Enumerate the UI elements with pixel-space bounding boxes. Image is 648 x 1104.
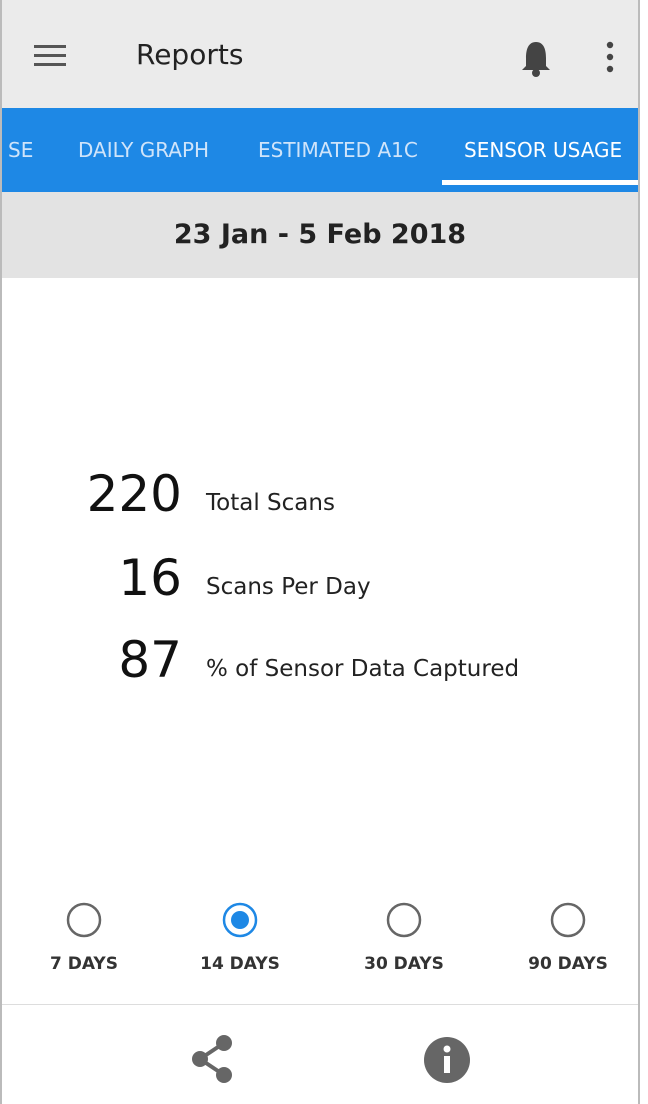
share-button[interactable] <box>188 1033 236 1085</box>
tab[interactable]: ESTIMATED A1C <box>258 138 418 162</box>
period-label: 30 DAYS <box>364 954 444 974</box>
stat-label: % of Sensor Data Captured <box>206 656 520 682</box>
period-label: 90 DAYS <box>528 954 608 974</box>
stat: 220 Total Scans <box>2 454 638 524</box>
period-option[interactable]: 90 DAYS <box>498 900 638 974</box>
period-label: 7 DAYS <box>50 954 118 974</box>
info-button[interactable] <box>422 1035 472 1085</box>
period-option[interactable]: 7 DAYS <box>14 900 154 974</box>
tab-bar: SE DAILY GRAPH ESTIMATED A1C SENSOR USAG… <box>2 108 638 192</box>
radio[interactable] <box>548 900 588 940</box>
period-option[interactable]: 14 DAYS <box>170 900 310 974</box>
radio-selected[interactable] <box>220 900 260 940</box>
title: Reports <box>136 38 244 71</box>
tab-active[interactable]: SENSOR USAGE <box>464 138 623 162</box>
overflow-menu[interactable] <box>602 40 618 76</box>
notifications-button[interactable] <box>518 38 554 78</box>
radio[interactable] <box>64 900 104 940</box>
tab[interactable]: DAILY GRAPH <box>78 138 210 162</box>
app-bar: Reports <box>2 0 638 108</box>
date-range: 23 Jan - 5 Feb 2018 <box>2 192 638 278</box>
stat-value: 16 <box>118 549 182 607</box>
stat: 16 Scans Per Day <box>2 538 638 608</box>
stat-label: Scans Per Day <box>206 574 371 600</box>
radio[interactable] <box>384 900 424 940</box>
period-label: 14 DAYS <box>200 954 280 974</box>
stat-value: 87 <box>118 631 182 689</box>
tab-indicator <box>442 180 638 185</box>
tab[interactable]: SE <box>8 138 34 162</box>
period-option[interactable]: 30 DAYS <box>334 900 474 974</box>
menu-button[interactable] <box>32 42 68 70</box>
stat-label: Total Scans <box>206 490 335 516</box>
stat: 87 % of Sensor Data Captured <box>2 620 638 690</box>
bottom-bar <box>2 1004 638 1104</box>
stat-value: 220 <box>86 465 182 523</box>
